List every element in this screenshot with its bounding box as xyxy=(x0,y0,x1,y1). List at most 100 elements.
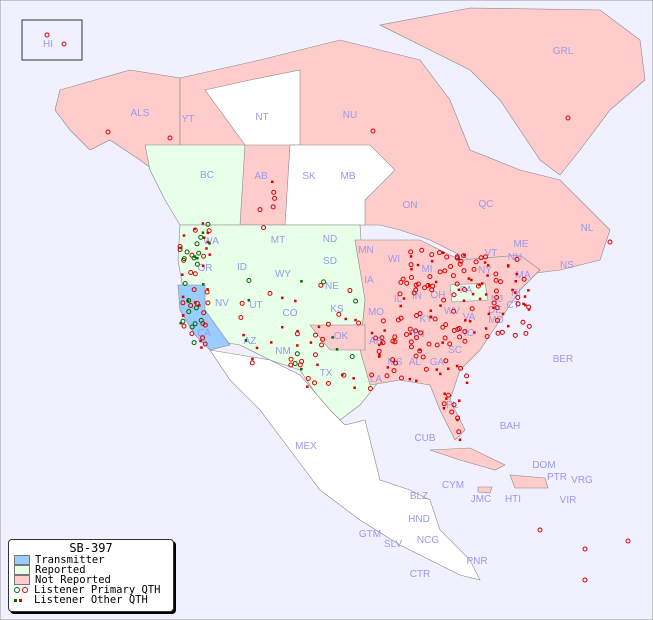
legend-label: Listener Other QTH xyxy=(34,594,148,606)
listener-other-qth xyxy=(501,312,505,316)
listener-other-qth xyxy=(206,288,209,291)
listener-primary-qth xyxy=(249,360,255,366)
region-label-mb: MB xyxy=(341,171,356,182)
region-label-grl: GRL xyxy=(553,46,574,57)
listener-other-qth xyxy=(442,407,446,410)
listener-other-qth xyxy=(430,259,434,263)
legend-primary-qth: Listener Primary QTH xyxy=(9,585,173,595)
listener-primary-qth xyxy=(484,333,490,339)
listener-primary-qth xyxy=(445,392,451,398)
listener-primary-qth xyxy=(353,298,359,304)
listener-primary-qth xyxy=(261,225,267,231)
region-label-ga: GA xyxy=(430,357,445,368)
region-label-nc: NC xyxy=(460,328,474,339)
region-label-wa: WA xyxy=(203,236,219,247)
listener-primary-qth xyxy=(443,322,449,328)
region-label-nu: NU xyxy=(343,110,357,121)
listener-primary-qth xyxy=(413,353,419,359)
listener-other-qth xyxy=(179,321,182,325)
listener-other-qth xyxy=(458,399,461,402)
listener-primary-qth xyxy=(239,300,245,306)
listener-other-qth xyxy=(331,336,334,339)
listener-primary-qth xyxy=(415,281,421,287)
region-label-ct: CT xyxy=(506,300,519,311)
listener-primary-qth xyxy=(188,269,194,275)
region-label-mex: MEX xyxy=(295,441,317,452)
listener-other-qth xyxy=(435,368,439,371)
listener-primary-qth xyxy=(451,292,457,298)
listener-primary-qth xyxy=(192,321,198,327)
listener-primary-qth xyxy=(625,538,631,544)
listener-primary-qth xyxy=(413,328,419,334)
listener-primary-qth xyxy=(451,402,457,408)
listener-primary-qth xyxy=(443,358,449,364)
listener-primary-qth xyxy=(515,301,521,307)
region-label-in: IN xyxy=(412,291,422,302)
listener-primary-qth xyxy=(356,320,362,326)
region-label-ns: NS xyxy=(560,260,574,271)
listener-other-qth xyxy=(456,418,459,422)
listener-other-qth xyxy=(370,331,374,335)
region-label-ks: KS xyxy=(330,304,344,315)
legend-label: Not Reported xyxy=(35,574,111,586)
listener-other-qth xyxy=(255,346,259,350)
listener-other-qth xyxy=(458,438,462,442)
listener-primary-qth xyxy=(182,281,188,287)
reported-swatch xyxy=(14,565,30,575)
listener-primary-qth xyxy=(288,362,294,368)
listener-primary-qth xyxy=(454,254,460,260)
listener-primary-qth xyxy=(105,129,111,135)
listener-other-qth xyxy=(408,377,412,381)
listener-primary-qth xyxy=(321,279,327,285)
listener-other-qth xyxy=(441,341,444,344)
region-label-slv: SLV xyxy=(384,539,402,550)
listener-primary-qth xyxy=(201,253,207,259)
region-label-mn: MN xyxy=(358,245,374,256)
listener-primary-qth xyxy=(499,329,505,335)
listener-primary-qth xyxy=(392,339,398,345)
listener-other-qth xyxy=(181,314,185,317)
region-label-az: AZ xyxy=(244,336,257,347)
listener-primary-qth xyxy=(238,315,244,321)
region-label-cub: CUB xyxy=(414,433,435,444)
listener-primary-qth xyxy=(565,115,571,121)
region-label-sk: SK xyxy=(302,171,316,182)
listener-primary-qth xyxy=(451,308,457,314)
listener-other-qth xyxy=(409,332,412,335)
listener-primary-qth xyxy=(491,300,497,306)
listener-primary-qth xyxy=(430,283,436,289)
listener-primary-qth xyxy=(312,352,318,358)
region-label-il: IL xyxy=(394,294,403,305)
region-label-ber: BER xyxy=(553,354,574,365)
listener-primary-qth xyxy=(189,324,195,330)
listener-other-qth xyxy=(296,329,299,333)
listener-primary-qth xyxy=(411,290,417,296)
region-label-ctr: CTR xyxy=(410,569,431,580)
listener-primary-qth xyxy=(462,338,468,344)
region-label-sd: SD xyxy=(323,256,337,267)
listener-primary-qth xyxy=(193,305,199,311)
listener-primary-qth xyxy=(458,258,464,264)
region-us-east xyxy=(354,239,541,441)
listener-primary-qth xyxy=(450,273,456,279)
listener-other-qth xyxy=(478,283,481,287)
listener-primary-qth xyxy=(320,336,326,342)
listener-other-qth xyxy=(492,306,495,310)
listener-other-qth xyxy=(378,355,381,358)
hawaii-inset xyxy=(21,19,83,61)
listener-primary-qth xyxy=(495,317,501,323)
listener-other-qth xyxy=(468,319,472,323)
listener-primary-qth xyxy=(404,332,410,338)
listener-primary-qth xyxy=(473,259,479,265)
listener-primary-qth xyxy=(369,372,375,378)
region-label-wi: WI xyxy=(388,254,400,265)
region-label-nl: NL xyxy=(581,223,594,234)
listener-other-qth xyxy=(487,312,491,316)
listener-primary-qth xyxy=(493,277,499,283)
listener-primary-qth xyxy=(458,365,464,371)
region-label-nv: NV xyxy=(215,298,229,309)
listener-primary-qth xyxy=(469,306,475,312)
listener-other-qth xyxy=(515,272,519,276)
listener-other-qth xyxy=(527,308,531,311)
